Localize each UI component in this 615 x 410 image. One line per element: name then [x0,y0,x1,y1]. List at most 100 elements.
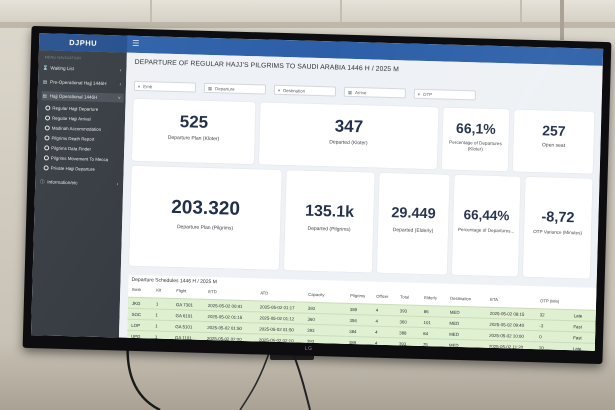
table-header-cell[interactable]: Elderly [424,295,438,301]
kpi-value: 135.1k [304,202,355,222]
table-cell: UPG [130,333,141,340]
table-cell: 2025-05-02 02:05 [259,348,294,350]
table-header-cell[interactable]: ETD [208,289,217,295]
kpi-label: Departed (Pilgrims) [307,225,351,233]
sidebar-subitem-death-report[interactable]: Pilgrims Death Report [44,133,94,143]
table-header-cell[interactable]: Emb [132,286,141,293]
sidebar-item-label: Pre-Operational Hajj 1446H [49,79,107,87]
table-cell: 2025-05-02 01:17 [259,304,295,311]
filter-label: Departure [215,86,235,92]
table-cell: 2025-05-02 01:50 [259,326,294,333]
kpi-value: 203.320 [170,196,241,220]
sidebar-item-label: Hajj Operational 1446H [49,93,98,100]
table-header-cell[interactable]: Flight [176,288,187,294]
table-cell: 2025-05-02 02:00 [206,335,242,342]
sidebar-item-waiting-list[interactable]: ⌛ Waiting List ‹ [42,63,124,74]
table-cell: 360 [307,316,315,322]
circle-icon [44,145,50,151]
table-cell: 0 [539,334,542,340]
table-title: Departure Schedules 1446 H / 2025 M [131,276,217,286]
table-cell: 393 [306,338,315,344]
kpi-value: 29.449 [391,205,436,223]
kpi-value: 525 [179,112,209,132]
kpi-label: Departed (Elderly) [392,227,434,235]
table-cell: GA 1101 [174,335,192,341]
kpi-card-departed-kloter: 347 Departed (Kloter) [258,102,439,170]
sidebar-subitem-madinah-accommodation[interactable]: Madinah Accommodation [44,123,102,134]
table-cell: 1 [155,323,158,329]
wall-pipe [560,0,564,40]
table-cell: 10 [538,345,544,351]
table-header-cell[interactable]: Destination [450,295,472,302]
sidebar-item-information[interactable]: ⓘ Information/etc ‹ [39,177,121,188]
table-cell: MED [449,331,459,338]
kpi-label: Percentage of Departures... [457,226,515,234]
filter-label: OTP [422,91,433,98]
kpi-label: Percentage of Departures (Kloter) [449,139,502,152]
sidebar-item-pre-operational[interactable]: ▤ Pre-Operational Hajj 1446H ‹ [42,77,124,88]
filter-arrive[interactable]: ▦ Arrive [343,86,407,99]
table-cell: 356 [349,317,357,324]
table-cell: GA 6101 [175,313,193,319]
table-cell: 2025-05-02 02:10 [258,337,294,344]
table-cell: MED [449,320,460,327]
table-cell: 388 [399,330,407,336]
table-header-cell[interactable]: Total [400,294,410,300]
table-cell: LOP [131,322,141,329]
kpi-value: 347 [334,116,364,137]
table-cell: 1 [154,334,158,340]
sidebar-subitem-label: Pilgrims Movement To Mecca [50,155,109,163]
table-header-cell[interactable]: ETA [490,296,499,303]
sidebar-subitem-regular-arrival[interactable]: Regular Hajji Arrival [44,113,91,123]
filter-destination[interactable]: ▾ Destination [273,84,337,97]
sidebar-subitem-movement-mecca[interactable]: Pilgrims Movement To Mecca [43,153,109,164]
clipboard-icon: ▤ [42,93,47,99]
page-title: DEPARTURE OF REGULAR HAJJ'S PILGRIMS TO … [134,58,400,74]
filter-label: Destination [283,88,306,94]
sidebar-item-label: Waiting List [50,65,75,72]
table-header-cell[interactable]: OTP (Min) [540,298,560,304]
departure-schedule-table: Departure Schedules 1446 H / 2025 M Emb K… [126,274,597,351]
sidebar-header: MENU NAVIGATION [44,55,81,61]
kpi-card-otp-variance: -8,72 OTP Variance (Minutes) [522,176,593,279]
sidebar-subitem-data-finder[interactable]: Pilgrims Data Finder [44,143,91,153]
kpi-card-departure-plan-kloter: 525 Departure Plan (Kloter) [131,98,256,165]
table-cell: Late [572,346,582,351]
kpi-card-departed-pilgrims: 135.1k Departed (Pilgrims) [283,170,375,273]
table-cell: 1 [155,312,159,318]
table-header-cell[interactable]: Klt [156,287,162,293]
filter-emb[interactable]: ▾ Emb [133,80,197,93]
table-cell: MED [449,309,460,316]
filter-departure[interactable]: ▦ Departure [203,82,267,95]
hamburger-menu-icon[interactable]: ☰ [132,38,140,48]
kpi-value: 66,1% [455,119,496,137]
hourglass-icon: ⌛ [42,65,49,71]
table-cell: GA 5521 [174,346,192,351]
sidebar-subitem-regular-departure[interactable]: Regular Hajji Departure [45,103,98,113]
sidebar-item-hajj-operational[interactable]: ▤ Hajj Operational 1446H ˅ [41,91,124,103]
sidebar-subitem-label: Pilgrims Data Finder [51,145,92,152]
table-header-cell[interactable]: ATD [260,290,269,296]
table-cell: 384 [349,328,357,335]
table-cell: 4 [374,340,378,346]
table-cell: 2025-05-02 11:20 [488,343,524,350]
chevron-left-icon: ‹ [119,67,122,73]
table-header-cell[interactable]: Officer [376,293,389,300]
circle-icon [44,115,51,121]
sidebar-subitem-label: Madinah Accommodation [51,125,102,132]
table-cell: 389 [348,339,357,346]
circle-icon [44,135,50,141]
table-cell: 1 [155,301,159,307]
table-header-cell[interactable]: Pilgrims [350,292,366,299]
table-cell: 2025-05-02 01:12 [259,315,295,322]
table-header-cell[interactable]: Capacity [308,291,325,298]
filter-otp[interactable]: ▾ OTP [413,88,476,101]
kpi-value: 257 [541,122,566,139]
table-cell: KJT [130,344,139,351]
table-cell: 101 [423,320,431,326]
filter-icon: ▾ [417,91,421,97]
table-cell: Fast [573,335,582,341]
sidebar-subitem-private-departure[interactable]: Private Hajji Departure [43,163,95,173]
sidebar-subitem-label: Regular Hajji Departure [52,105,99,112]
calendar-icon: ▦ [347,89,353,95]
